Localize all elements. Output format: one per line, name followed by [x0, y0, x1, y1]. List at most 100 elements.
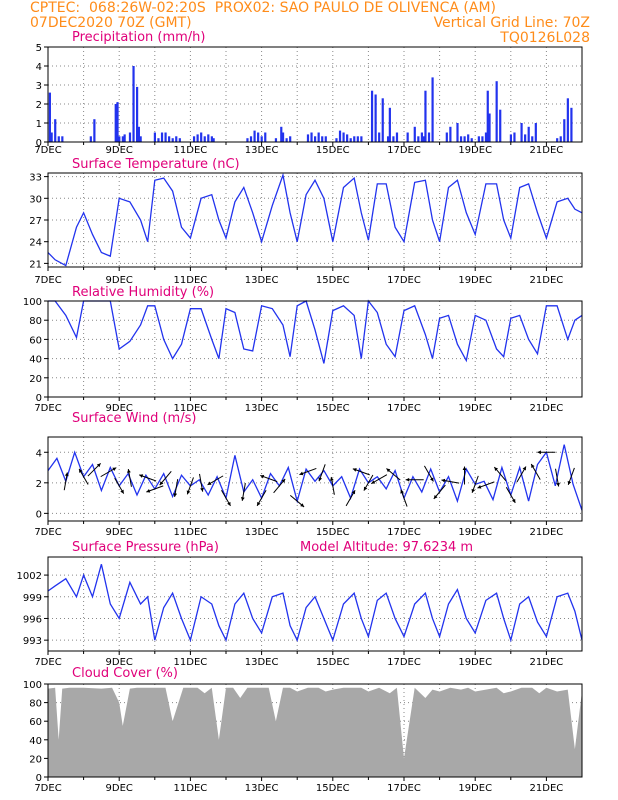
y-tick-label: 4 [36, 62, 42, 73]
x-tick-label: 13DEC [245, 275, 279, 286]
precipitation-bar [192, 136, 196, 142]
y-tick-label: 1 [36, 119, 42, 130]
cloud-cover-area [48, 687, 582, 777]
precipitation-bar [463, 136, 466, 142]
y-tick-label: 0 [36, 773, 42, 784]
precipitation-bar [424, 90, 427, 142]
x-tick-label: 11DEC [174, 275, 208, 286]
panel-title: Surface Wind (m/s) [72, 411, 196, 426]
x-tick-label: 7DEC [34, 403, 61, 414]
precipitation-bar [459, 136, 463, 142]
precipitation-bar [527, 126, 530, 142]
x-tick-label: 15DEC [316, 657, 350, 668]
x-tick-label: 19DEC [458, 527, 492, 538]
x-tick-label: 17DEC [387, 783, 421, 794]
wind-arrow-head [441, 478, 446, 483]
x-tick-label: 13DEC [245, 527, 279, 538]
precipitation-bar [264, 132, 267, 142]
precipitation-bar [495, 81, 498, 142]
y-tick-label: 5 [36, 43, 42, 54]
precipitation-bar [488, 113, 491, 142]
precipitation-bar [417, 136, 420, 142]
precipitation-bar [431, 77, 434, 142]
precipitation-bar [509, 134, 512, 142]
wind-arrow-head [159, 481, 164, 486]
y-tick-label: 3 [36, 81, 42, 92]
wind-arrow-head [281, 478, 286, 483]
wind-arrow-head [537, 450, 541, 455]
x-tick-label: 7DEC [34, 275, 61, 286]
precipitation-bar [164, 132, 167, 142]
panel-annotation: Model Altitude: 97.6234 m [300, 540, 473, 555]
y-tick-label: 30 [29, 194, 42, 205]
precipitation-bar [481, 136, 484, 142]
precipitation-bar [196, 134, 199, 142]
precipitation-bar [137, 126, 140, 142]
precipitation-bar [342, 132, 345, 142]
y-tick-label: 1002 [17, 571, 42, 582]
wind-arrow-head [318, 477, 323, 482]
wind-arrow-head [567, 480, 572, 485]
precipitation-bar [246, 138, 249, 142]
precipitation-bar [427, 132, 431, 142]
precipitation-bar [280, 126, 283, 142]
wind-arrow-head [139, 474, 144, 478]
y-tick-label: 60 [29, 717, 42, 728]
x-tick-label: 13DEC [245, 403, 279, 414]
wind-arrow-head [430, 477, 434, 482]
wind-arrow-head [96, 463, 101, 468]
precipitation-bar [210, 136, 213, 142]
x-tick-label: 9DEC [106, 403, 133, 414]
precipitation-bar [324, 136, 327, 142]
x-tick-label: 17DEC [387, 403, 421, 414]
wind-arrow-head [200, 487, 204, 492]
precipitation-bar [559, 136, 562, 142]
x-tick-label: 11DEC [174, 403, 208, 414]
precipitation-bar [253, 130, 256, 142]
precipitation-bar [274, 138, 278, 142]
y-tick-label: 40 [29, 355, 42, 366]
precipitation-bar [116, 102, 119, 142]
precipitation-bar [57, 136, 60, 142]
precipitation-bar [175, 136, 178, 142]
y-tick-label: 27 [29, 216, 42, 227]
x-tick-label: 9DEC [106, 145, 133, 156]
precipitation-bar [395, 132, 399, 142]
wind-arrow-head [64, 472, 69, 477]
precipitation-bar [467, 134, 470, 142]
precipitation-bar [50, 132, 53, 142]
precipitation-bar [570, 107, 573, 142]
wind-arrow-head [494, 467, 499, 471]
x-tick-label: 19DEC [458, 657, 492, 668]
precipitation-bar [310, 132, 313, 142]
header-line1: CPTEC: 068:26W-02:20S PROX02: SAO PAULO … [30, 0, 496, 16]
wind-arrow-head [433, 494, 438, 499]
precipitation-bar [370, 90, 374, 142]
y-tick-label: 100 [23, 297, 42, 308]
precipitation-bar [123, 134, 126, 142]
precipitation-bar [386, 136, 390, 142]
x-tick-label: 7DEC [34, 145, 61, 156]
precipitation-bar [132, 66, 135, 142]
precipitation-bar [178, 138, 181, 142]
panel-frame [47, 46, 583, 143]
precipitation-bar [349, 138, 352, 142]
series-line [48, 299, 583, 364]
precipitation-bar [61, 136, 64, 142]
panel-frame [47, 300, 583, 398]
wind-arrow-head [522, 466, 526, 471]
wind-arrow-head [240, 497, 245, 501]
panel-frame [47, 172, 583, 268]
x-tick-label: 13DEC [245, 657, 279, 668]
panel-title: Precipitation (mm/h) [72, 30, 205, 45]
precipitation-bar [128, 132, 132, 142]
precipitation-bar [524, 134, 527, 142]
precipitation-bar [257, 132, 260, 142]
wind-arrow-head [351, 490, 356, 495]
wind-arrow-head [112, 467, 117, 472]
precipitation-bar [207, 134, 210, 142]
wind-arrow-head [299, 471, 304, 476]
precipitation-bar [249, 136, 253, 142]
x-tick-label: 21DEC [530, 527, 564, 538]
precipitation-bar [306, 134, 310, 142]
